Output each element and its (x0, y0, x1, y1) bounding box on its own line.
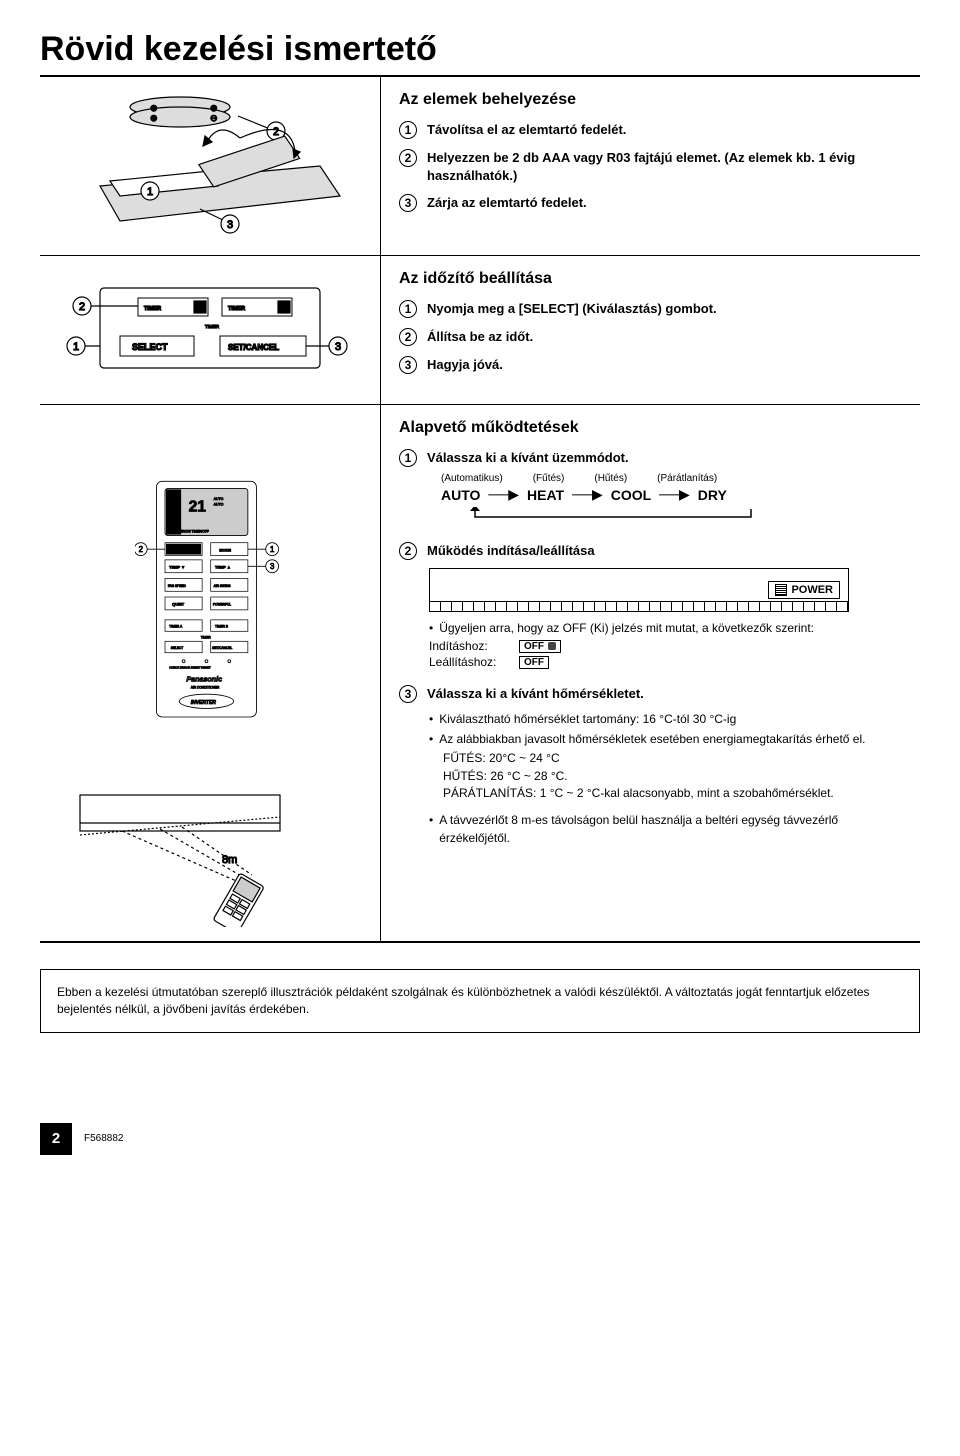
doc-code: F568882 (84, 1133, 123, 1144)
svg-text:8m: 8m (222, 854, 237, 866)
svg-text:TIMER: TIMER (228, 306, 245, 312)
sec2-step2: 2Állítsa be az időt. (399, 328, 906, 346)
svg-text:TIMER: TIMER (144, 306, 161, 312)
btn-powerful: POWERFUL (213, 603, 231, 607)
svg-text:1: 1 (270, 545, 274, 554)
svg-text:CHECK ERROR RESET RESET: CHECK ERROR RESET RESET (169, 665, 211, 669)
btn-swing: AIR SWING (214, 584, 232, 588)
section-basic-ops: AUTO HEAT COOL DRY FAN 21 AUTO AUTO TIME… (40, 405, 920, 943)
svg-text:⊕: ⊕ (150, 113, 158, 123)
btn-timera: TIMER A (169, 625, 183, 629)
svg-text:TIMER: TIMER (205, 324, 220, 329)
svg-text:A: A (197, 303, 203, 312)
sec1-step3: 3Zárja az elemtartó fedelet. (399, 194, 906, 212)
svg-text:AUTO: AUTO (168, 494, 178, 498)
row-stop: Leállításhoz: OFF (429, 655, 906, 669)
svg-text:B: B (281, 303, 286, 312)
sec2-step1: 1Nyomja meg a [SELECT] (Kiválasztás) gom… (399, 300, 906, 318)
sec3-step3: 3Válassza ki a kívánt hőmérsékletet. (399, 685, 906, 703)
svg-text:FAN: FAN (168, 517, 175, 521)
sec3-heading: Alapvető működtetések (399, 419, 906, 437)
sec2-step3: 3Hagyja jóvá. (399, 356, 906, 374)
svg-text:DRY: DRY (168, 511, 176, 515)
svg-text:TIMER: TIMER (201, 635, 212, 639)
sec1-step2: 2Helyezzen be 2 db AAA vagy R03 fajtájú … (399, 149, 906, 184)
ac-unit-illus: POWER (429, 568, 849, 612)
btn-select: SELECT (171, 646, 184, 650)
btn-mode: MODE (219, 547, 231, 552)
illus-distance: 8m (60, 787, 360, 927)
btn-offon: OFF/ON (171, 547, 187, 552)
btn-temp-up: TEMP ▲ (215, 564, 231, 569)
svg-text:INVERTER: INVERTER (191, 700, 217, 706)
mode-loop-arrow (461, 507, 761, 521)
sec3-note2: Ügyeljen arra, hogy az OFF (Ki) jelzés m… (429, 620, 906, 637)
svg-text:SET/CANCEL: SET/CANCEL (228, 343, 279, 352)
svg-text:⊕: ⊕ (150, 103, 158, 113)
section-batteries: ⊕⊕ ⊕⊖ 2 1 3 Az elemek be (40, 77, 920, 256)
svg-text:3: 3 (270, 562, 275, 571)
page-number: 2 (40, 1123, 72, 1155)
illus-remote: AUTO HEAT COOL DRY FAN 21 AUTO AUTO TIME… (135, 427, 285, 787)
svg-text:AUTO: AUTO (214, 503, 224, 507)
illus-timer: TIMER A TIMER B TIMER SELECT SET/CANCEL … (40, 256, 380, 404)
svg-text:3: 3 (227, 219, 233, 231)
svg-text:Panasonic: Panasonic (186, 675, 222, 683)
svg-text:1: 1 (73, 341, 79, 353)
svg-text:3: 3 (335, 341, 341, 353)
svg-text:2: 2 (79, 301, 85, 313)
svg-text:2: 2 (273, 126, 279, 138)
svg-text:HEAT: HEAT (168, 500, 178, 504)
btn-timerb: TIMER B (215, 625, 228, 629)
section-timer: TIMER A TIMER B TIMER SELECT SET/CANCEL … (40, 256, 920, 405)
disclaimer-box: Ebben a kezelési útmutatóban szereplő il… (40, 969, 920, 1033)
svg-text:TIMER/ON TIMER/OFF: TIMER/ON TIMER/OFF (175, 530, 209, 534)
row-start: Indításhoz: OFF (429, 639, 906, 653)
svg-text:⊖: ⊖ (210, 113, 218, 123)
illus-batteries: ⊕⊕ ⊕⊖ 2 1 3 (40, 77, 380, 255)
sec1-step1: 1Távolítsa el az elemtartó fedelét. (399, 121, 906, 139)
page-title: Rövid kezelési ismertető (40, 30, 920, 69)
svg-text:SELECT: SELECT (132, 342, 168, 352)
btn-setcancel: SET/CANCEL (212, 646, 232, 650)
svg-text:AIR CONDITIONER: AIR CONDITIONER (191, 685, 220, 689)
svg-text:⊕: ⊕ (210, 103, 218, 113)
power-chip: POWER (768, 581, 840, 599)
sec1-heading: Az elemek behelyezése (399, 91, 906, 109)
svg-text:21: 21 (189, 498, 207, 515)
mode-cycle: AUTO──▶ HEAT──▶ COOL──▶ DRY (441, 486, 906, 503)
svg-text:2: 2 (139, 545, 143, 554)
sec2-heading: Az időzítő beállítása (399, 270, 906, 288)
btn-quiet: QUIET (172, 602, 185, 607)
mode-captions: (Automatikus) (Fűtés) (Hűtés) (Párátlaní… (441, 473, 906, 484)
sec3-bullets: Kiválasztható hőmérséklet tartomány: 16 … (429, 711, 906, 847)
svg-text:AUTO: AUTO (214, 497, 224, 501)
sec3-step2: 2Működés indítása/leállítása (399, 542, 906, 560)
btn-fan: FAN SPEED (168, 584, 187, 588)
svg-text:COOL: COOL (168, 505, 178, 509)
svg-text:1: 1 (147, 186, 153, 198)
btn-temp-down: TEMP ▼ (169, 564, 185, 569)
footer: 2 F568882 (40, 1123, 920, 1155)
sec3-step1: 1Válassza ki a kívánt üzemmódot. (399, 449, 906, 467)
